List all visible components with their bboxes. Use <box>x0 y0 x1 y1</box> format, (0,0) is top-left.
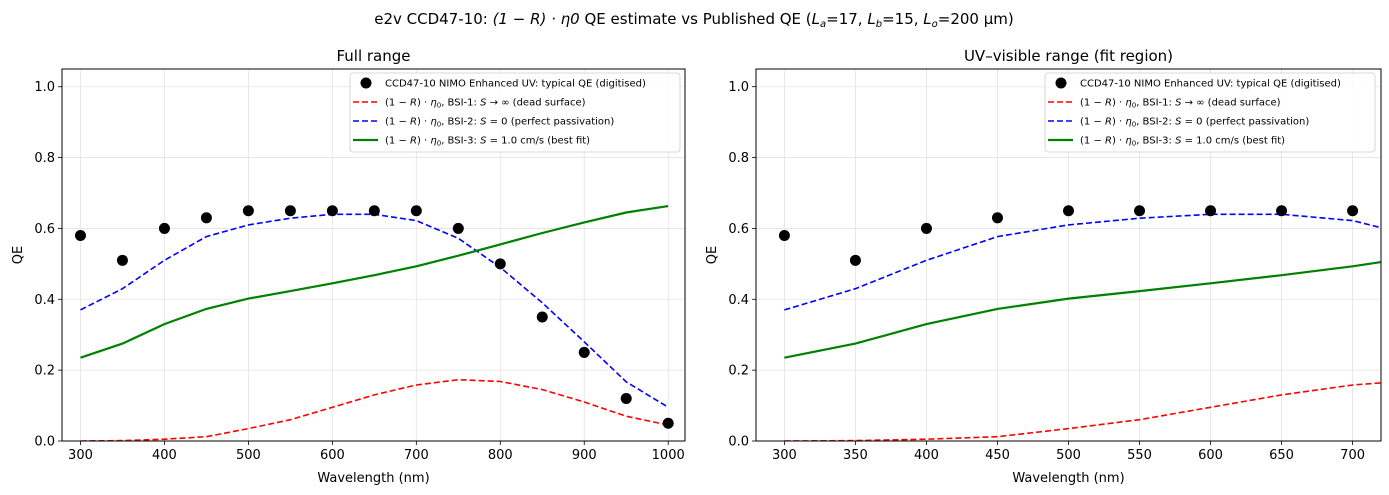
data-point-measured <box>74 230 86 242</box>
data-point-measured <box>1134 205 1146 217</box>
y-tick-label: 0.4 <box>34 293 55 308</box>
x-tick-label: 400 <box>914 448 939 463</box>
x-tick-label: 550 <box>1127 448 1152 463</box>
legend: CCD47-10 NIMO Enhanced UV: typical QE (d… <box>1044 72 1376 153</box>
y-tick-label: 0.4 <box>728 293 749 308</box>
x-axis-label: Wavelength (nm) <box>317 471 429 486</box>
legend-label: (1 − R) · η0, BSI-1: S → ∞ (dead surface… <box>1080 98 1281 110</box>
data-point-measured <box>200 212 212 224</box>
x-tick-label: 700 <box>404 448 429 463</box>
data-point-measured <box>410 205 422 217</box>
x-tick-label: 600 <box>320 448 345 463</box>
suptitle-lb: L <box>867 10 875 28</box>
legend-marker <box>360 77 372 89</box>
y-tick-label: 0.8 <box>34 151 55 166</box>
y-axis-label: QE <box>705 246 720 264</box>
x-tick-label: 900 <box>572 448 597 463</box>
data-point-measured <box>1205 205 1217 217</box>
data-point-measured <box>1276 205 1288 217</box>
figure-suptitle: e2v CCD47-10: (1 − R) · η0 QE estimate v… <box>374 10 1014 30</box>
data-point-measured <box>452 222 464 234</box>
data-point-measured <box>778 230 790 242</box>
data-point-measured <box>620 392 632 404</box>
y-tick-label: 0.0 <box>34 435 55 450</box>
x-tick-label: 500 <box>236 448 261 463</box>
x-axis-label: Wavelength (nm) <box>1012 471 1124 486</box>
data-point-measured <box>920 222 932 234</box>
suptitle-la-val: =17, <box>826 10 867 28</box>
y-tick-label: 0.2 <box>34 364 55 379</box>
suptitle-middle: QE estimate vs Published QE ( <box>580 10 812 28</box>
series-line-bsi1 <box>784 382 1381 441</box>
y-tick-label: 0.2 <box>728 364 749 379</box>
series-line-bsi2 <box>784 213 1381 311</box>
panel-title: Full range <box>336 47 410 65</box>
data-point-measured <box>1347 205 1359 217</box>
legend-label: CCD47-10 NIMO Enhanced UV: typical QE (d… <box>1080 79 1341 90</box>
data-point-measured <box>662 417 674 429</box>
series-line-bsi2 <box>80 213 669 408</box>
x-tick-label: 500 <box>1056 448 1081 463</box>
data-point-measured <box>284 205 296 217</box>
y-tick-label: 0.8 <box>728 151 749 166</box>
suptitle-la-sub: a <box>820 19 826 30</box>
series-line-bsi3 <box>784 260 1381 359</box>
data-point-measured <box>578 346 590 358</box>
data-point-measured <box>1063 205 1074 217</box>
x-tick-label: 300 <box>772 448 797 463</box>
y-tick-label: 1.0 <box>34 80 55 95</box>
x-tick-label: 1000 <box>652 448 685 463</box>
legend-label: (1 − R) · η0, BSI-2: S = 0 (perfect pass… <box>1080 117 1309 129</box>
data-point-measured <box>116 254 128 266</box>
legend-label: (1 − R) · η0, BSI-3: S = 1.0 cm/s (best … <box>385 136 590 148</box>
x-tick-label: 300 <box>68 448 93 463</box>
suptitle-lb-sub: b <box>876 19 882 30</box>
panel-uv-visible-range: 300 350 400 450 500 550 600 650 700 0.0 0.2 0.4 0.6 0… <box>705 47 1382 486</box>
data-point-measured <box>326 205 338 217</box>
series-line-bsi1 <box>80 378 669 441</box>
legend-marker <box>1055 77 1067 89</box>
data-point-measured <box>849 254 861 266</box>
x-tick-label: 450 <box>985 448 1010 463</box>
legend: CCD47-10 NIMO Enhanced UV: typical QE (d… <box>349 72 681 153</box>
data-point-measured <box>368 205 380 217</box>
legend-label: (1 − R) · η0, BSI-3: S = 1.0 cm/s (best … <box>1080 136 1285 148</box>
x-tick-label: 600 <box>1198 448 1223 463</box>
plot-area <box>784 213 1381 441</box>
y-tick-label: 0.6 <box>728 222 749 237</box>
y-tick-label: 0.6 <box>34 222 55 237</box>
legend-box <box>1044 72 1376 153</box>
x-tick-label: 400 <box>152 448 177 463</box>
x-tick-label: 800 <box>488 448 513 463</box>
x-tick-label: 650 <box>1269 448 1294 463</box>
legend-label: (1 − R) · η0, BSI-1: S → ∞ (dead surface… <box>385 98 586 110</box>
suptitle-lo-val: =200 μm) <box>938 10 1014 28</box>
suptitle-formula: (1 − R) · η0 <box>493 10 580 28</box>
legend-label: CCD47-10 NIMO Enhanced UV: typical QE (d… <box>385 79 646 90</box>
legend-label: (1 − R) · η0, BSI-2: S = 0 (perfect pass… <box>385 117 614 129</box>
plot-area <box>80 205 669 441</box>
suptitle-lo: L <box>923 10 931 28</box>
suptitle-la: L <box>812 10 820 28</box>
panel-title: UV–visible range (fit region) <box>964 47 1173 65</box>
data-point-measured <box>242 205 254 217</box>
suptitle-lb-val: =15, <box>882 10 923 28</box>
y-axis-label: QE <box>11 246 26 264</box>
data-point-measured <box>536 311 548 323</box>
x-tick-label: 700 <box>1340 448 1365 463</box>
suptitle-lo-sub: o <box>932 19 938 30</box>
series-line-bsi3 <box>80 205 669 359</box>
suptitle-prefix: e2v CCD47-10: <box>374 10 492 28</box>
x-tick-label: 350 <box>843 448 868 463</box>
y-tick-label: 0.0 <box>728 435 749 450</box>
y-tick-label: 1.0 <box>728 80 749 95</box>
data-point-measured <box>494 258 506 270</box>
axes-frame <box>61 68 686 442</box>
data-point-measured <box>158 222 170 234</box>
legend-box <box>349 72 681 153</box>
data-point-measured <box>991 212 1003 224</box>
panel-full-range: 300 400 500 600 700 800 900 1000 0.0 0.2 0.4 0.6 0.8… <box>11 47 686 486</box>
